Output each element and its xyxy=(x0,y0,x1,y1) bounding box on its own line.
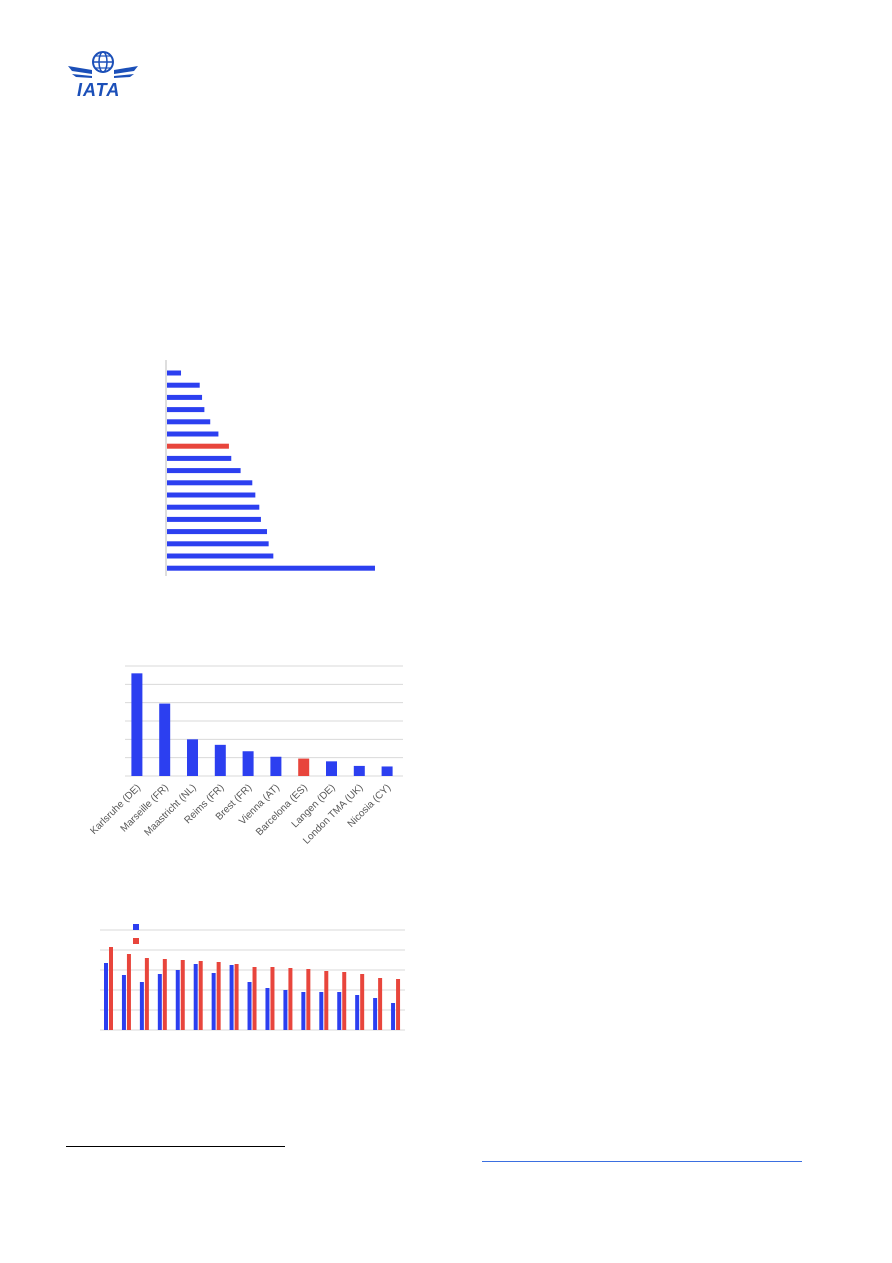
bar-s1-12 xyxy=(301,992,306,1030)
bar-s1-15 xyxy=(355,995,360,1030)
bar-s1-1 xyxy=(104,963,108,1030)
bar-11 xyxy=(167,492,256,498)
iata-logo-text: IATA xyxy=(77,80,121,100)
bar-4 xyxy=(167,407,205,413)
footnote-separator xyxy=(66,1146,285,1147)
bar-s1-8 xyxy=(229,965,234,1030)
bar-s1-2 xyxy=(121,975,126,1030)
bar-s2-14 xyxy=(342,972,347,1030)
bar-s2-3 xyxy=(144,958,149,1030)
bar-6 xyxy=(270,756,282,776)
bar-17 xyxy=(167,565,375,571)
bar-4 xyxy=(214,744,226,776)
bar-5 xyxy=(167,419,211,425)
bar-s1-7 xyxy=(211,973,216,1030)
bar-3 xyxy=(187,739,198,776)
bar-s2-17 xyxy=(396,979,401,1030)
bar-s2-5 xyxy=(180,960,185,1030)
bar-s1-17 xyxy=(391,1003,396,1030)
bar-2 xyxy=(159,703,171,776)
bar-1 xyxy=(131,673,143,776)
bar-s1-4 xyxy=(157,974,162,1030)
bar-s1-16 xyxy=(373,998,378,1030)
bar-s2-1 xyxy=(109,947,113,1030)
footnote-link-underline xyxy=(482,1161,802,1162)
legend-swatch-1 xyxy=(133,924,139,930)
bar-s1-10 xyxy=(265,988,270,1030)
bar-3 xyxy=(167,394,203,400)
bar-13 xyxy=(167,516,261,522)
bar-s1-9 xyxy=(247,982,252,1030)
bar-s2-2 xyxy=(126,954,131,1030)
bar-9 xyxy=(353,765,365,776)
legend-swatch-2 xyxy=(133,938,139,944)
bar-10 xyxy=(167,480,253,486)
bar-14 xyxy=(167,529,268,535)
bar-7 xyxy=(298,758,310,776)
bar-s2-11 xyxy=(288,968,293,1030)
bar-16 xyxy=(167,553,274,559)
bar-9 xyxy=(167,468,241,474)
bar-8 xyxy=(326,761,337,776)
bar-7 xyxy=(167,443,229,449)
bar-s2-13 xyxy=(324,971,329,1030)
bar-s2-15 xyxy=(360,974,365,1030)
bar-s2-10 xyxy=(270,967,275,1030)
bar-s1-5 xyxy=(175,970,180,1030)
bar-15 xyxy=(167,541,269,547)
horizontal-bar-chart xyxy=(165,360,375,576)
bar-s1-6 xyxy=(193,964,198,1030)
bar-s2-8 xyxy=(234,964,239,1030)
bar-s2-16 xyxy=(378,978,383,1030)
bar-s2-9 xyxy=(252,967,257,1030)
bar-s1-14 xyxy=(337,992,342,1030)
bar-s2-12 xyxy=(306,969,311,1030)
bar-s2-7 xyxy=(216,962,221,1030)
bar-1 xyxy=(167,370,182,376)
bar-6 xyxy=(167,431,219,437)
bar-5 xyxy=(242,751,254,776)
bar-8 xyxy=(167,455,232,461)
bar-12 xyxy=(167,504,260,510)
bar-2 xyxy=(167,382,200,388)
bar-10 xyxy=(381,766,393,776)
bar-s1-13 xyxy=(319,992,324,1030)
iata-globe-wings-icon xyxy=(68,51,138,78)
bar-s1-3 xyxy=(139,982,144,1030)
bar-s2-6 xyxy=(198,961,203,1030)
ranked-bar-chart: Karlsruhe (DE)Marseille (FR)Maastricht (… xyxy=(88,665,403,847)
grouped-bar-chart xyxy=(100,924,405,1031)
bar-s2-4 xyxy=(162,959,167,1030)
bar-s1-11 xyxy=(283,990,288,1030)
